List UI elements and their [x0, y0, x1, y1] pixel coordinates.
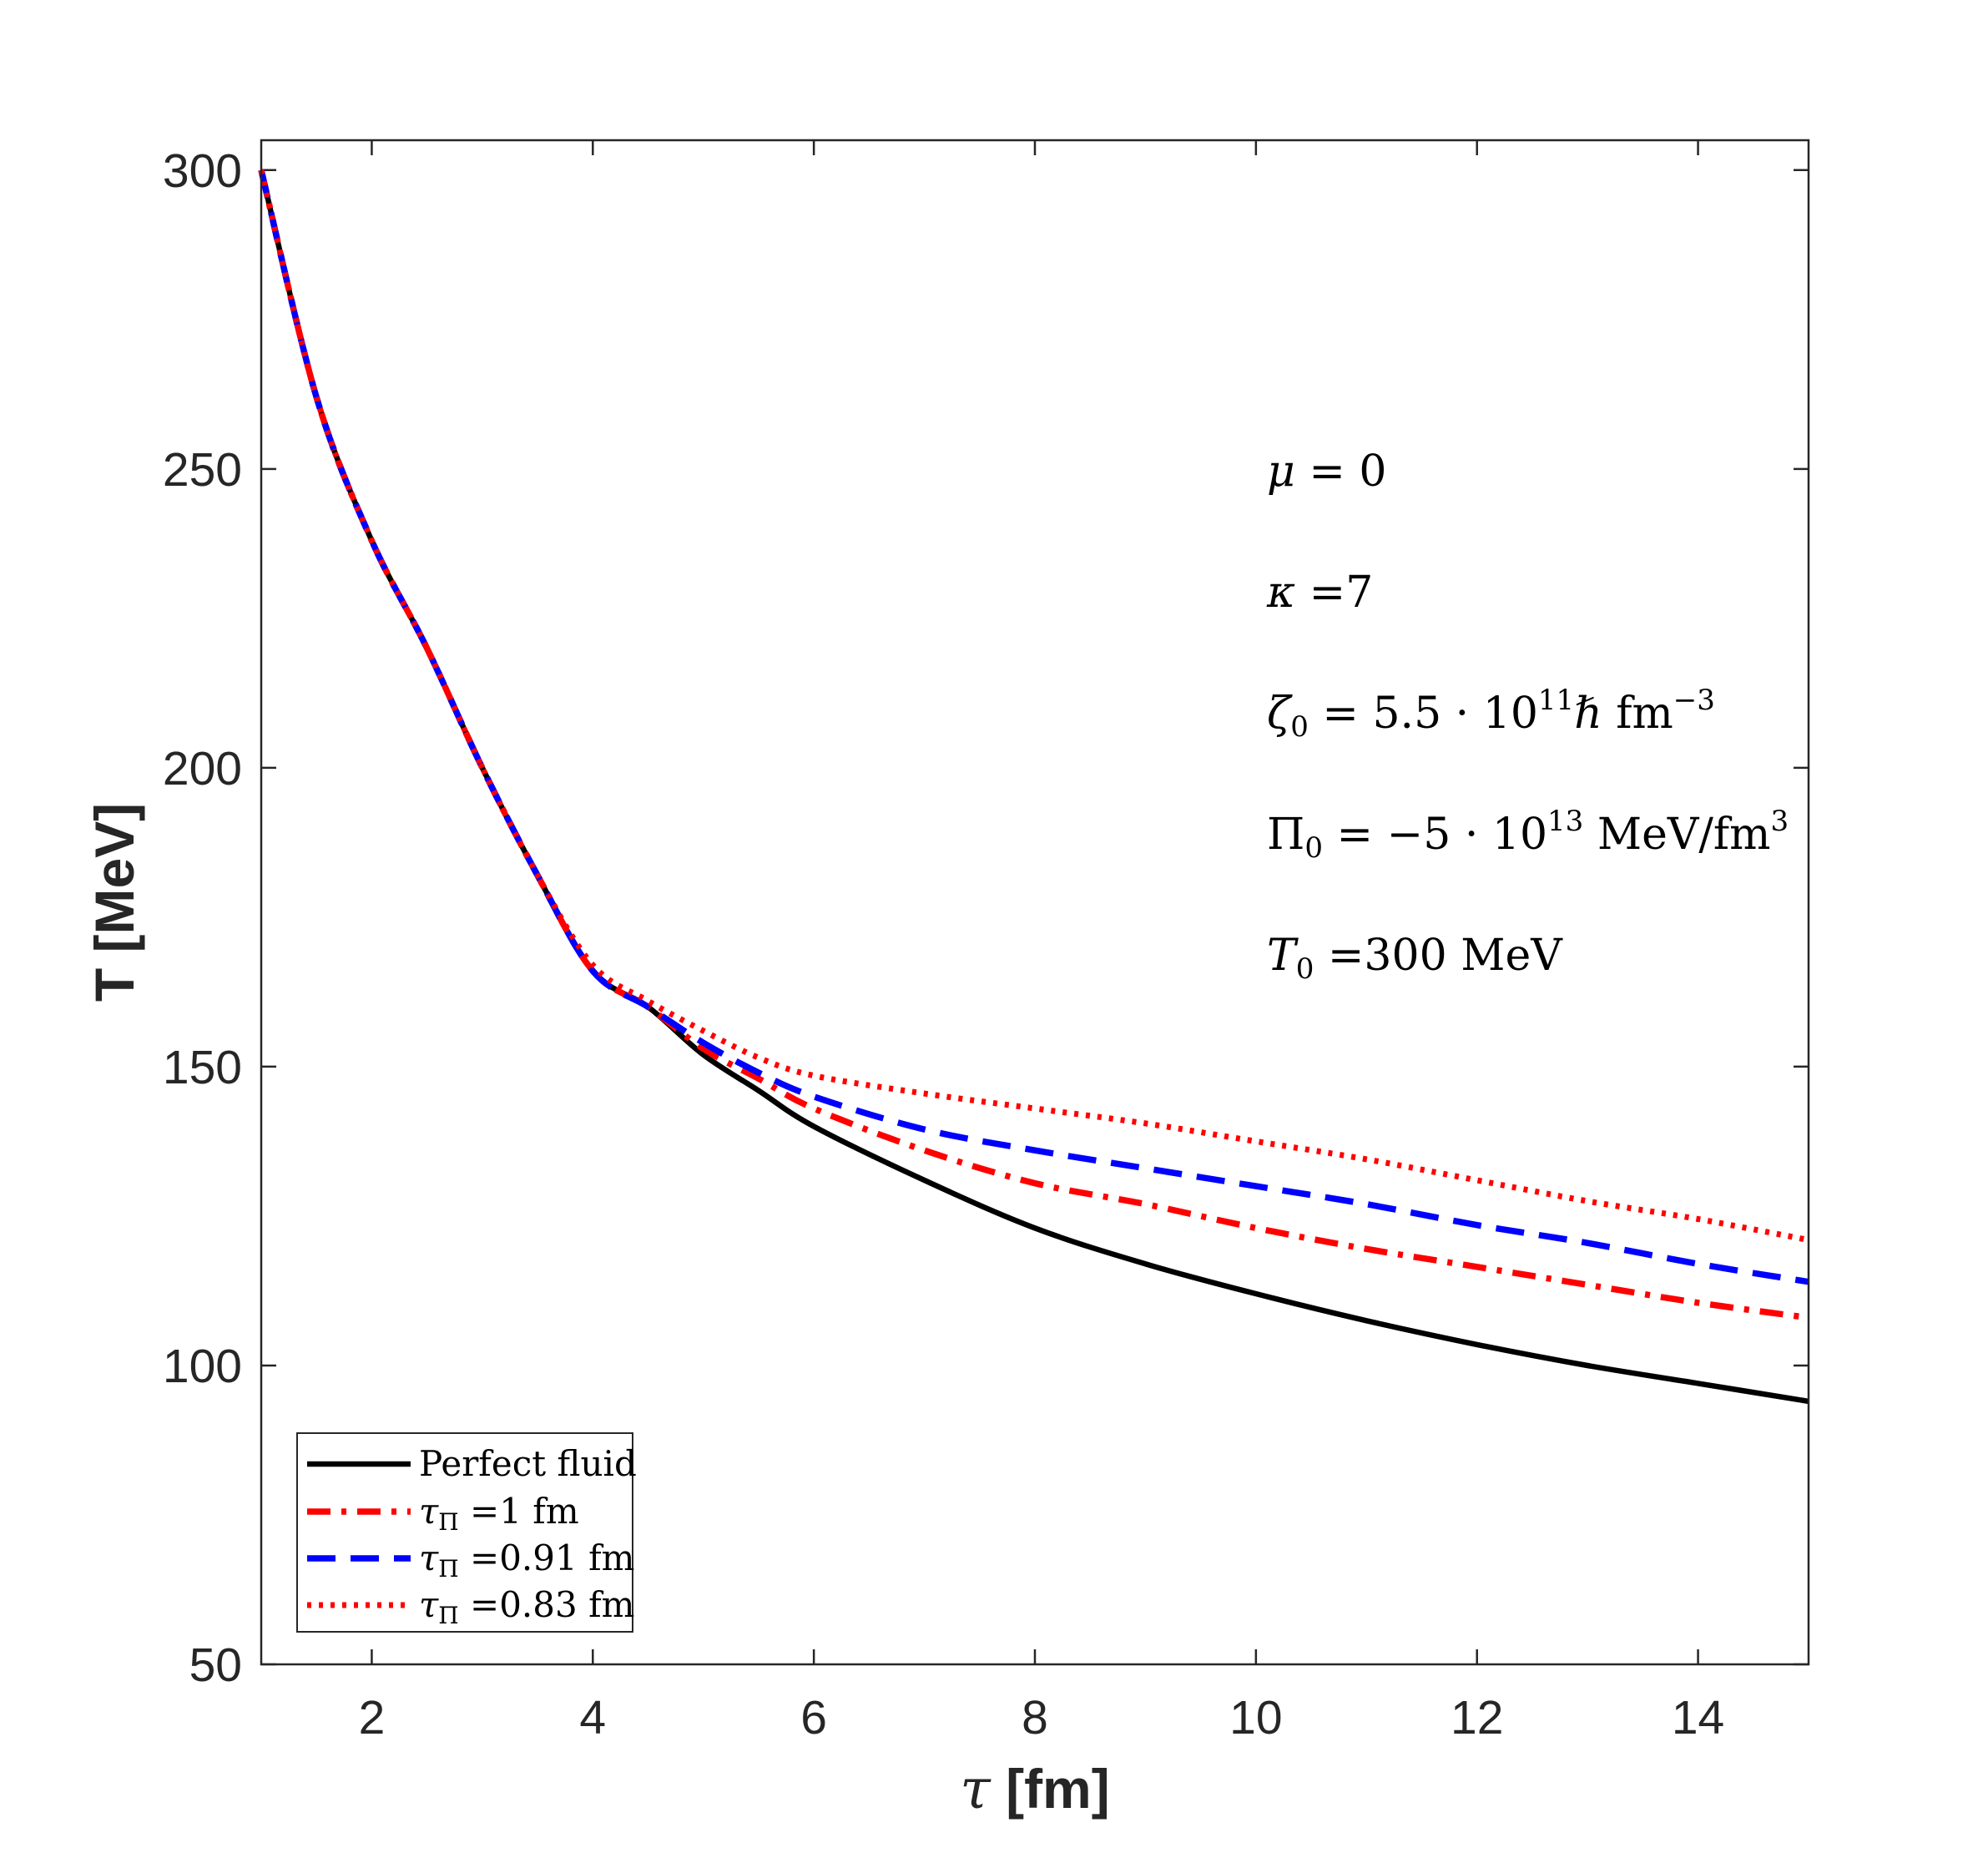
annotation-mu: μ = 0 [1267, 447, 1387, 497]
legend-label-1: τΠ =1 fm [419, 1491, 579, 1536]
x-tick-label: 10 [1229, 1691, 1282, 1744]
x-tick-label: 6 [800, 1691, 827, 1744]
series-line-2 [258, 169, 1809, 1285]
y-tick-label: 300 [163, 144, 242, 198]
x-tick-label: 12 [1451, 1691, 1503, 1744]
x-tick-label: 8 [1022, 1691, 1048, 1744]
annotation-zeta: ζ0 = 5.5 · 1011ℏ fm−3 [1267, 684, 1715, 744]
y-tick-label: 100 [163, 1340, 242, 1393]
series-line-3 [258, 169, 1809, 1244]
y-tick-label: 50 [189, 1638, 242, 1692]
plot-frame [260, 139, 1810, 1666]
legend-label-0: Perfect fluid [419, 1443, 637, 1484]
legend-label-3: τΠ =0.83 fm [419, 1584, 634, 1629]
y-tick-label: 150 [163, 1041, 242, 1094]
x-tick-label: 14 [1672, 1691, 1724, 1744]
x-tick-label: 4 [579, 1691, 606, 1744]
annotations: μ = 0 κ =7 ζ0 = 5.5 · 1011ℏ fm−3 Π0 = −5… [1266, 447, 1789, 986]
x-axis-title: τ [fm] [960, 1757, 1109, 1821]
annotation-pi: Π0 = −5 · 1013 MeV/fm3 [1267, 805, 1789, 865]
plot-area [261, 140, 1809, 1664]
y-tick-label: 200 [163, 742, 242, 795]
x-tick-label: 2 [359, 1691, 386, 1744]
legend-label-2: τΠ =0.91 fm [419, 1537, 634, 1583]
series-line-1 [258, 169, 1809, 1321]
y-tick-label: 250 [163, 443, 242, 497]
annotation-kappa: κ =7 [1266, 568, 1373, 618]
annotation-t0: T0 =300 MeV [1267, 931, 1563, 986]
y-axis-title: T [MeV] [83, 803, 145, 1002]
